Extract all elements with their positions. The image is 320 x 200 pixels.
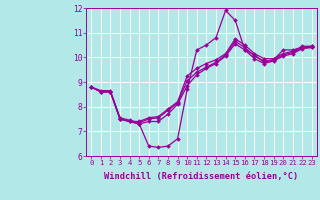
X-axis label: Windchill (Refroidissement éolien,°C): Windchill (Refroidissement éolien,°C): [104, 172, 299, 181]
